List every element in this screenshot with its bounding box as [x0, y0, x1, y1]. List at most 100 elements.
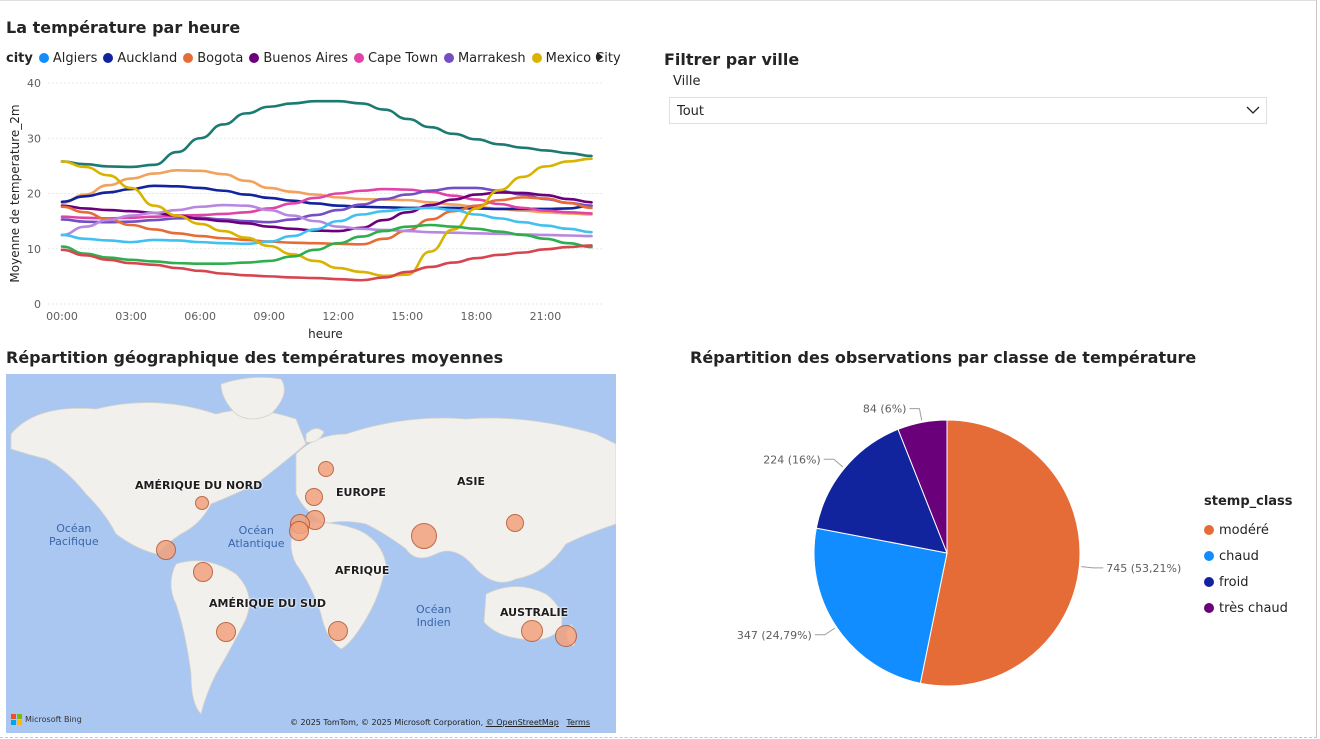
leader-line — [1081, 567, 1103, 568]
slicer-label: Ville — [673, 74, 700, 89]
y-tick-label: 40 — [27, 77, 41, 90]
pie-data-label: 224 (16%) — [763, 453, 821, 466]
city-bubble[interactable] — [193, 562, 213, 582]
legend-next-arrow-icon[interactable] — [597, 52, 603, 62]
pie-legend-item[interactable]: chaud — [1204, 543, 1293, 569]
map-credits: © 2025 TomTom, © 2025 Microsoft Corporat… — [290, 718, 590, 727]
legend-dot-icon — [1204, 577, 1214, 587]
map-credit-text: © 2025 TomTom, © 2025 Microsoft Corporat… — [290, 718, 483, 727]
map-title: Répartition géographique des température… — [6, 348, 503, 367]
series-line[interactable] — [62, 101, 591, 167]
city-bubble[interactable] — [305, 488, 323, 506]
legend-label: Bogota — [197, 51, 243, 66]
legend-item[interactable]: Auckland — [103, 51, 177, 66]
legend-item[interactable]: Mexico City — [532, 51, 621, 66]
legend-item[interactable]: Marrakesh — [444, 51, 526, 66]
legend-dot-icon — [1204, 603, 1214, 613]
legend-label: Buenos Aires — [263, 51, 348, 66]
bing-logo: Microsoft Bing — [11, 714, 82, 725]
pie-legend-item[interactable]: modéré — [1204, 517, 1293, 543]
legend-dot-icon — [39, 53, 49, 63]
continent-label: AMÉRIQUE DU SUD — [209, 597, 326, 610]
leader-line — [824, 459, 843, 467]
y-tick-label: 0 — [34, 298, 41, 311]
x-tick-label: 09:00 — [253, 310, 285, 323]
x-tick-label: 18:00 — [461, 310, 493, 323]
city-bubble[interactable] — [506, 514, 524, 532]
legend-dot-icon — [444, 53, 454, 63]
pie-legend-label: modéré — [1219, 523, 1269, 538]
legend-dot-icon — [354, 53, 364, 63]
line-chart-title: La température par heure — [6, 18, 240, 37]
city-bubble[interactable] — [216, 622, 236, 642]
leader-line — [815, 628, 835, 635]
legend-label: Auckland — [117, 51, 177, 66]
pie-data-label: 745 (53,21%) — [1106, 562, 1181, 575]
legend-label: Cape Town — [368, 51, 438, 66]
legend-label: Marrakesh — [458, 51, 526, 66]
legend-dot-icon — [103, 53, 113, 63]
continent-label: AMÉRIQUE DU NORD — [135, 479, 262, 492]
legend-title: city — [6, 51, 33, 66]
ocean-label: Océan Pacifique — [49, 522, 99, 548]
legend-item[interactable]: Bogota — [183, 51, 243, 66]
city-bubble[interactable] — [289, 521, 309, 541]
ocean-label: Océan Indien — [416, 603, 451, 629]
city-bubble[interactable] — [555, 625, 577, 647]
pie-chart[interactable]: 745 (53,21%) 347 (24,79%) 224 (16%) 84 (6%) — [680, 388, 1200, 718]
pie-legend[interactable]: stemp_class modéré chaud froid très chaud — [1204, 494, 1293, 621]
legend-item[interactable]: Algiers — [39, 51, 97, 66]
legend-label: Mexico City — [546, 51, 621, 66]
x-tick-label: 12:00 — [322, 310, 354, 323]
continent-label: AUSTRALIE — [500, 606, 568, 619]
city-bubble[interactable] — [521, 620, 543, 642]
city-bubble[interactable] — [411, 523, 437, 549]
legend-label: Algiers — [53, 51, 97, 66]
legend-dot-icon — [532, 53, 542, 63]
y-tick-label: 10 — [27, 243, 41, 256]
terms-link[interactable]: Terms — [566, 718, 590, 727]
x-tick-label: 15:00 — [391, 310, 423, 323]
pie-data-label: 347 (24,79%) — [737, 629, 812, 642]
city-dropdown[interactable]: Tout — [669, 97, 1267, 124]
x-tick-label: 00:00 — [46, 310, 78, 323]
pie-chart-title: Répartition des observations par classe … — [690, 348, 1196, 367]
y-tick-label: 30 — [27, 132, 41, 145]
legend-item[interactable]: Buenos Aires — [249, 51, 348, 66]
chevron-down-icon[interactable] — [1246, 105, 1260, 115]
legend-dot-icon — [249, 53, 259, 63]
x-axis-title: heure — [308, 327, 343, 341]
line-chart-legend[interactable]: city Algiers Auckland Bogota Buenos Aires Ca… — [6, 49, 627, 67]
pie-legend-item[interactable]: très chaud — [1204, 595, 1293, 621]
pie-data-label: 84 (6%) — [863, 403, 907, 416]
pie-legend-title: stemp_class — [1204, 494, 1293, 509]
leader-line — [909, 409, 921, 421]
pie-legend-label: froid — [1219, 575, 1248, 590]
city-dropdown-value: Tout — [677, 104, 704, 119]
y-tick-label: 20 — [27, 188, 41, 201]
bubble-map[interactable]: AMÉRIQUE DU NORD EUROPE ASIE AFRIQUE AMÉRIQU… — [6, 374, 616, 733]
ocean-label: Océan Atlantique — [228, 524, 285, 550]
city-bubble[interactable] — [195, 496, 209, 510]
legend-item[interactable]: Cape Town — [354, 51, 438, 66]
city-bubble[interactable] — [156, 540, 176, 560]
pie-legend-item[interactable]: froid — [1204, 569, 1293, 595]
continent-label: EUROPE — [336, 486, 386, 499]
pie-legend-label: chaud — [1219, 549, 1259, 564]
pie-legend-label: très chaud — [1219, 601, 1288, 616]
legend-dot-icon — [1204, 551, 1214, 561]
openstreetmap-link[interactable]: © OpenStreetMap — [486, 718, 559, 727]
city-bubble[interactable] — [328, 621, 348, 641]
y-axis-title: Moyenne de temperature_2m — [8, 104, 22, 282]
x-tick-label: 06:00 — [184, 310, 216, 323]
x-tick-label: 03:00 — [115, 310, 147, 323]
bing-label: Microsoft Bing — [25, 715, 82, 724]
line-chart[interactable]: 0 10 20 30 40 00:00 03:00 06:00 09:00 12:00 15:00 1… — [0, 70, 640, 370]
continent-label: ASIE — [457, 475, 485, 488]
city-bubble[interactable] — [318, 461, 334, 477]
continent-label: AFRIQUE — [335, 564, 389, 577]
microsoft-logo-icon — [11, 714, 22, 725]
slicer-title: Filtrer par ville — [664, 50, 799, 69]
series-line[interactable] — [62, 245, 591, 280]
x-tick-label: 21:00 — [530, 310, 562, 323]
